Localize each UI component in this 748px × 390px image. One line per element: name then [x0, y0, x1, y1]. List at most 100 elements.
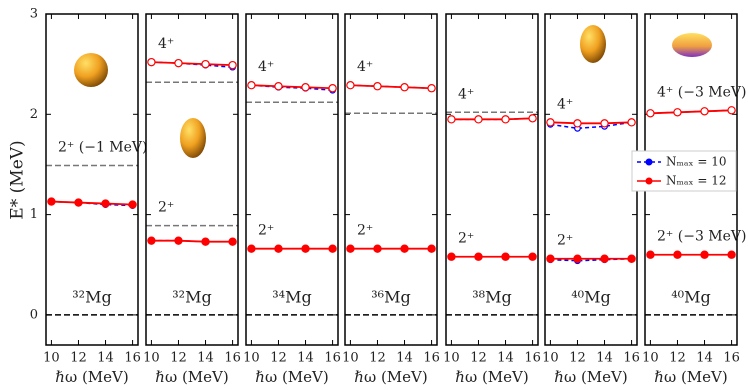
data-point — [201, 59, 210, 69]
data-point — [301, 83, 310, 92]
level-label: 2⁺ — [258, 223, 274, 239]
data-point — [301, 244, 310, 253]
nucleus-label: ³²Mg — [72, 288, 111, 307]
x-tick-label: 12 — [569, 351, 586, 366]
legend: Nₘₐₓ = 10 Nₘₐₓ = 12 — [631, 150, 737, 192]
data-point — [447, 115, 456, 124]
data-point — [346, 244, 355, 253]
deformation-icons — [74, 25, 712, 158]
data-point — [673, 108, 682, 117]
data-point — [174, 236, 183, 245]
x-tick-label: 12 — [669, 351, 686, 366]
data-point — [328, 244, 337, 253]
data-point — [47, 197, 56, 206]
x-tick-label: 16 — [224, 351, 241, 366]
legend-marker — [645, 158, 653, 166]
y-tick-label: 0 — [30, 307, 38, 322]
data-point — [427, 244, 436, 253]
data-point — [447, 252, 456, 261]
data-point — [528, 252, 537, 261]
data-point — [573, 254, 582, 263]
series-line — [650, 109, 732, 115]
data-point — [673, 250, 682, 259]
x-tick-label: 16 — [423, 351, 440, 366]
oblate-icon — [672, 33, 712, 57]
x-tick-label: 16 — [623, 351, 640, 366]
x-axis-label: ℏω (MeV) — [255, 368, 328, 386]
data-point — [727, 106, 736, 115]
x-tick-label: 10 — [143, 351, 160, 366]
x-tick-label: 16 — [723, 351, 740, 366]
data-point — [274, 244, 283, 253]
panel: 10 12 14 16 ℏω (MeV) ⁴⁰Mg 2⁺ (−3 MeV) 4⁺ (−3 Me… — [642, 13, 747, 386]
x-tick-label: 12 — [70, 351, 87, 366]
y-axis-label: E* (MeV) — [8, 140, 28, 219]
level-label: 2⁺ (−1 MeV) — [58, 139, 148, 155]
prolate-icon — [180, 118, 206, 158]
x-tick-label: 14 — [297, 351, 314, 366]
panel-frame — [445, 13, 539, 346]
x-tick-label: 14 — [696, 351, 713, 366]
nucleus-label: ³⁸Mg — [472, 288, 511, 307]
x-tick-label: 14 — [396, 351, 413, 366]
panel: 10 12 14 16 ℏω (MeV) ³⁶Mg 2⁺ 4⁺ — [342, 13, 440, 386]
x-tick-label: 12 — [470, 351, 487, 366]
data-point — [328, 84, 337, 93]
data-point — [247, 81, 256, 90]
x-tick-label: 12 — [369, 351, 386, 366]
data-point — [528, 114, 537, 123]
data-point — [228, 237, 237, 246]
y-tick-label: 1 — [30, 207, 38, 222]
x-tick-label: 14 — [197, 351, 214, 366]
x-tick-label: 16 — [124, 351, 141, 366]
data-point — [627, 118, 636, 127]
data-point — [346, 81, 355, 90]
x-axis-label: ℏω (MeV) — [654, 368, 727, 386]
x-axis-label: ℏω (MeV) — [354, 368, 427, 386]
data-point — [201, 237, 210, 246]
data-point — [546, 118, 555, 127]
nucleus-label: ⁴⁰Mg — [671, 288, 710, 307]
level-label: 2⁺ (−3 MeV) — [657, 229, 747, 245]
prolate-icon — [580, 25, 606, 63]
level-label: 4⁺ — [357, 59, 373, 75]
level-label: 4⁺ — [158, 36, 174, 52]
data-point — [573, 119, 582, 128]
panel: 10 12 14 16 ℏω (MeV) ⁴⁰Mg 2⁺ 4⁺ — [542, 13, 640, 386]
data-point — [474, 115, 483, 124]
level-label: 4⁺ — [458, 86, 474, 102]
data-point — [546, 254, 555, 263]
x-axis-label: ℏω (MeV) — [455, 368, 528, 386]
panel-frame — [245, 13, 339, 346]
nucleus-label: ³²Mg — [172, 288, 211, 307]
data-point — [427, 84, 436, 93]
nucleus-label: ³⁶Mg — [371, 288, 410, 307]
data-point — [501, 252, 510, 261]
x-tick-label: 12 — [270, 351, 287, 366]
data-point — [700, 250, 709, 259]
x-tick-label: 12 — [170, 351, 187, 366]
level-label: 2⁺ — [557, 233, 573, 249]
level-label: 2⁺ — [357, 223, 373, 239]
data-point — [646, 250, 655, 259]
data-point — [247, 244, 256, 253]
legend-label: Nₘₐₓ = 10 — [666, 155, 727, 169]
data-point — [727, 250, 736, 259]
nucleus-label: ⁴⁰Mg — [571, 288, 610, 307]
x-axis-label: ℏω (MeV) — [554, 368, 627, 386]
data-point — [147, 57, 156, 67]
x-tick-label: 16 — [524, 351, 541, 366]
x-tick-label: 10 — [642, 351, 659, 366]
level-label: 4⁺ (−3 MeV) — [657, 84, 747, 100]
x-axis-label: ℏω (MeV) — [55, 368, 128, 386]
panel: 10 12 14 16 ℏω (MeV) ³⁴Mg 2⁺ 4⁺ — [243, 13, 341, 386]
level-label: 4⁺ — [557, 96, 573, 112]
data-point — [128, 200, 137, 209]
data-point — [274, 82, 283, 91]
series-line — [251, 84, 333, 90]
y-tick-label: 2 — [30, 107, 38, 122]
series-line — [451, 117, 533, 121]
data-point — [174, 58, 183, 68]
